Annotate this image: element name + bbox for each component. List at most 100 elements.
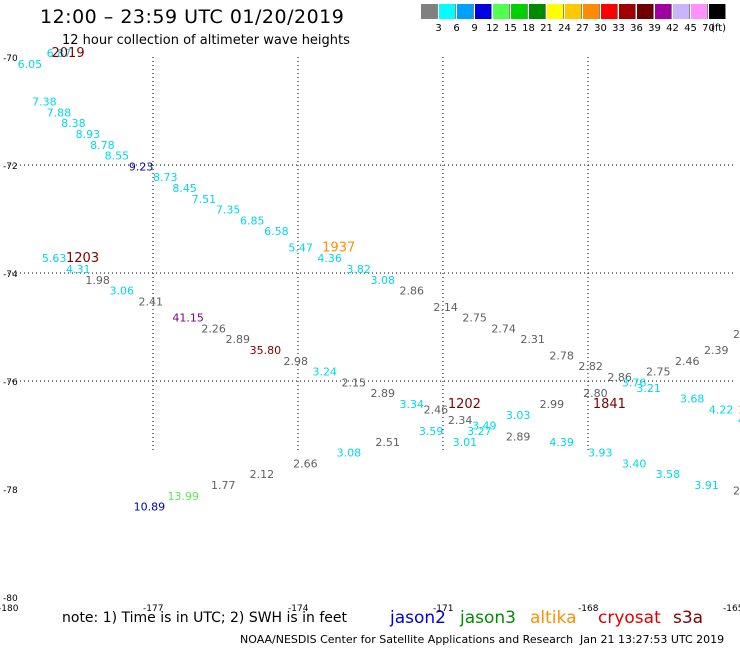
wave-height-value: 2.26 <box>201 322 226 335</box>
colorbar-label: 3 <box>435 23 442 34</box>
wave-height-value: 3.91 <box>694 479 719 492</box>
pass-time-labels: 2019 1203 1937 1202 1841 <box>52 46 626 412</box>
colorbar-label: 9 <box>471 23 478 34</box>
wave-height-value: 2.89 <box>506 430 531 443</box>
longitude-label: -171 <box>433 604 453 614</box>
colorbar-label: 30 <box>594 23 607 34</box>
colorbar-swatch <box>475 4 492 19</box>
longitude-label: -174 <box>288 604 309 614</box>
colorbar-label: 33 <box>612 23 625 34</box>
colorbar-label: 15 <box>504 23 517 34</box>
wave-height-value: 7.35 <box>216 204 241 217</box>
wave-height-value: 35.80 <box>250 344 282 357</box>
latitude-label: -80 <box>3 594 18 604</box>
wave-height-value: 3.06 <box>110 285 135 298</box>
wave-height-value: 3.03 <box>506 409 531 422</box>
colorbar-swatch <box>655 4 672 19</box>
colorbar-swatch <box>493 4 510 19</box>
colorbar-swatch <box>421 4 438 19</box>
wave-height-values: 6.05 6.87 7.387.888.388.938.788.559.238.73… <box>18 47 740 514</box>
wave-height-value: 7.51 <box>192 193 217 206</box>
wave-height-value: 2.78 <box>549 349 574 362</box>
wave-height-value: 6.05 <box>18 58 42 71</box>
colorbar-label: 27 <box>576 23 589 34</box>
latitude-label: -76 <box>3 378 18 388</box>
colorbar-label: 45 <box>684 23 697 34</box>
units-note: note: 1) Time is in UTC; 2) SWH is in fe… <box>62 610 348 626</box>
pass-time-label: 1937 <box>322 240 355 255</box>
wave-height-value: 1.77 <box>211 479 236 492</box>
colorbar-label: 21 <box>540 23 553 34</box>
colorbar-swatch <box>547 4 564 19</box>
wave-height-value: 2.75 <box>462 312 487 325</box>
wave-height-value: 4.39 <box>549 436 574 449</box>
pass-time-label: 1202 <box>448 397 481 412</box>
pass-time-label: 1841 <box>593 397 626 412</box>
wave-height-value: 2.82 <box>578 360 603 373</box>
wave-height-value: 2.74 <box>491 322 516 335</box>
latitude-label: -74 <box>3 270 18 280</box>
wave-height-value: 3.08 <box>337 447 362 460</box>
wave-height-value: 3.24 <box>313 366 338 379</box>
wave-height-value: 3.68 <box>680 393 705 406</box>
latitude-label: -72 <box>3 162 18 172</box>
colorbar-swatch <box>691 4 708 19</box>
wave-height-value: 2.89 <box>226 333 251 346</box>
colorbar-swatch <box>619 4 636 19</box>
colorbar-swatch <box>529 4 546 19</box>
wave-height-value: 2.51 <box>375 436 400 449</box>
colorbar-swatch <box>439 4 456 19</box>
wave-height-value: 6.85 <box>240 214 265 227</box>
wave-height-value: 10.89 <box>134 501 166 514</box>
wave-height-value: 1.98 <box>85 274 110 287</box>
wave-height-value: 8.93 <box>76 128 101 141</box>
colorbar-label: 24 <box>558 23 571 34</box>
latitude-label: -70 <box>3 54 18 64</box>
wave-height-value: 3.93 <box>588 447 613 460</box>
wave-height-value: 9.23 <box>129 160 154 173</box>
wave-height-value: 3.40 <box>622 457 647 470</box>
wave-height-value: 6.58 <box>264 225 289 238</box>
colorbar-swatch <box>709 4 726 19</box>
wave-height-value: 2.46 <box>675 355 700 368</box>
wave-height-value: 2.86 <box>607 371 632 384</box>
longitude-label: -168 <box>578 604 599 614</box>
wave-height-value: 2.14 <box>433 301 458 314</box>
longitude-label: -165 <box>723 604 740 614</box>
longitude-label: -180 <box>0 604 19 614</box>
axis-labels: -70 -72 -74 -76 -78 -80-180 -177 -174 -171 -168 -1… <box>0 54 740 614</box>
wave-height-value: 7.88 <box>47 106 72 119</box>
wave-height-value: 2.98 <box>284 355 309 368</box>
wave-height-value: 3.59 <box>419 425 444 438</box>
colorbar-swatch <box>457 4 474 19</box>
wave-height-value: 3.34 <box>400 398 425 411</box>
colorbar-label: 70 <box>702 23 715 34</box>
wave-height-value: 2.86 <box>400 285 425 298</box>
longitude-label: -177 <box>143 604 163 614</box>
wave-height-value: 2.89 <box>371 387 396 400</box>
wave-height-value: 2.41 <box>139 295 164 308</box>
colorbar-swatch <box>565 4 582 19</box>
wave-height-value: 8.45 <box>172 182 197 195</box>
wave-height-value: 2.99 <box>540 398 565 411</box>
wave-height-value: 2.12 <box>250 468 275 481</box>
legend-altika: altika <box>530 608 577 628</box>
wave-height-value: 3.27 <box>467 425 492 438</box>
wave-height-value: 3.76 <box>622 376 647 389</box>
pass-time-label: 1203 <box>66 251 99 266</box>
colorbar-label: 6 <box>453 23 460 34</box>
wave-height-value: 2.34 <box>448 414 473 427</box>
legend-jason2: jason2 <box>390 608 446 628</box>
map-subtitle: 12 hour collection of altimeter wave hei… <box>62 33 350 48</box>
colorbar-swatch <box>637 4 654 19</box>
wave-height-value: 2.66 <box>293 457 318 470</box>
wave-height-value: 4.31 <box>66 263 91 276</box>
wave-height-value: 8.38 <box>61 117 86 130</box>
wave-height-value: 8.55 <box>105 150 129 163</box>
wave-height-value: 41.15 <box>172 312 204 325</box>
legend-s3a: s3a <box>673 608 704 628</box>
colorbar-label: 39 <box>648 23 661 34</box>
wave-height-value: 3.82 <box>346 263 371 276</box>
wave-height-value: 2.4 <box>733 328 740 341</box>
wave-height-value: 8.78 <box>90 139 115 152</box>
